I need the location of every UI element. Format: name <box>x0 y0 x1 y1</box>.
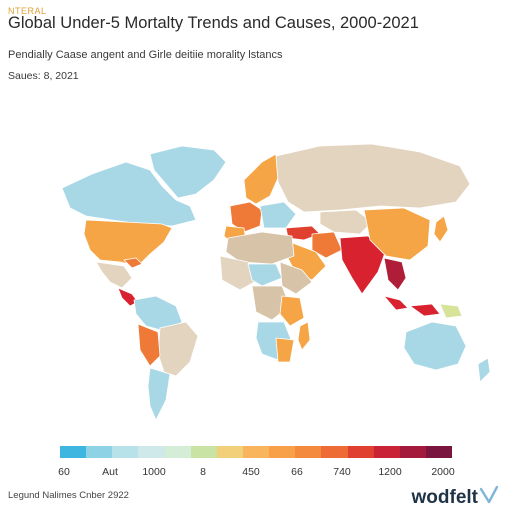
legend-label: 450 <box>242 466 260 478</box>
legend-swatch <box>242 446 270 458</box>
region-mexico <box>95 261 133 289</box>
region-brazil <box>157 321 199 377</box>
region-canada <box>61 161 197 227</box>
legend-label: 1200 <box>378 466 402 478</box>
legend-label: 8 <box>200 466 206 478</box>
legend-swatch <box>216 446 243 458</box>
brand-logo: wodfelt <box>411 487 479 508</box>
region-greenland <box>149 145 227 199</box>
legend-swatch <box>112 446 139 458</box>
legend-label: 1000 <box>142 466 166 478</box>
region-indonesia-west <box>383 295 409 311</box>
region-caribbean <box>123 257 143 269</box>
legend-color-scale <box>60 446 453 458</box>
region-madagascar <box>297 321 311 351</box>
legend-swatch <box>60 446 87 458</box>
region-north-africa <box>225 231 295 265</box>
footer-note: Legund Nalimes Cnber 2922 <box>8 490 129 501</box>
legend-swatch <box>425 446 453 458</box>
region-east-africa <box>279 295 305 327</box>
legend-label: 66 <box>291 466 303 478</box>
map-tag: NTERAL <box>8 6 47 16</box>
map-title: Global Under-5 Mortalty Trends and Cause… <box>8 14 419 32</box>
legend-swatch <box>190 446 217 458</box>
region-horn-africa <box>279 261 313 295</box>
region-central-europe <box>259 201 297 229</box>
legend-label: 740 <box>333 466 351 478</box>
legend-swatch <box>295 446 322 458</box>
region-west-europe <box>229 201 263 233</box>
legend-label: 60 <box>58 466 70 478</box>
region-central-america <box>117 287 139 307</box>
map-subtitle: Pendially Caase angent and Girle deitiie… <box>8 49 283 61</box>
legend-label: Aut <box>102 466 118 478</box>
legend-swatch <box>138 446 165 458</box>
world-map <box>61 143 491 421</box>
region-south-africa-east <box>275 337 295 363</box>
legend-swatch <box>399 446 426 458</box>
legend-swatch <box>347 446 374 458</box>
legend-label: 2000 <box>431 466 455 478</box>
region-peru <box>137 323 161 367</box>
region-sahel <box>247 263 283 287</box>
region-usa <box>83 219 173 267</box>
legend-swatch <box>321 446 348 458</box>
legend-swatch <box>164 446 191 458</box>
legend-labels: 60 Aut 1000 8 450 66 740 1200 2000 <box>0 466 512 480</box>
region-iran <box>311 231 343 259</box>
region-russia <box>275 143 471 213</box>
region-southern-cone <box>147 367 171 421</box>
region-australia <box>403 321 467 371</box>
region-new-zealand <box>477 357 491 383</box>
region-japan <box>433 215 449 243</box>
arrow-checkmark-icon <box>479 485 499 504</box>
legend-swatch <box>269 446 296 458</box>
legend-swatch <box>373 446 400 458</box>
region-indonesia-east <box>409 303 441 317</box>
region-china <box>363 207 431 261</box>
region-png <box>439 303 463 319</box>
region-north-europe <box>243 153 279 205</box>
region-se-asia <box>383 257 407 291</box>
map-source: Saues: 8, 2021 <box>8 70 79 82</box>
region-central-asia <box>319 209 373 235</box>
legend-swatch <box>86 446 113 458</box>
